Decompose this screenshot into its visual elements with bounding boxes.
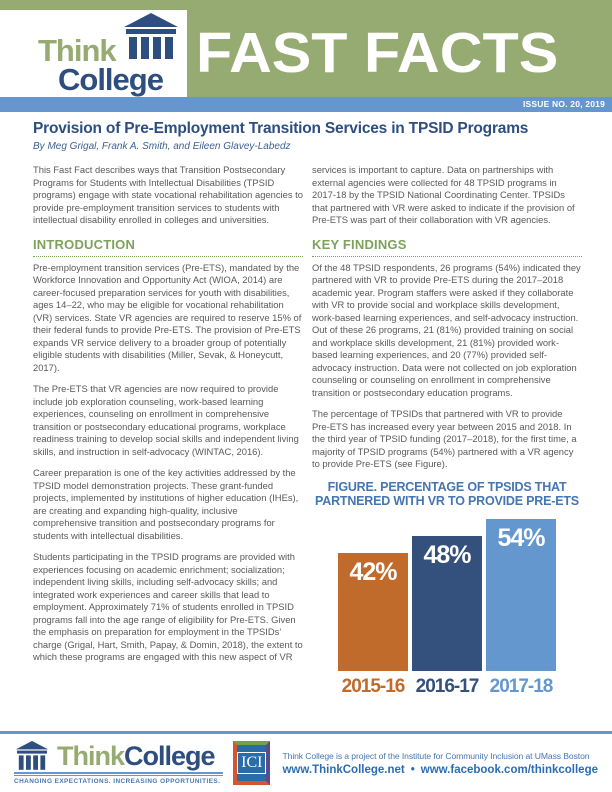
issue-label: ISSUE NO. 20, 2019 bbox=[522, 99, 605, 109]
ici-logo-text: ICI bbox=[237, 752, 267, 774]
thinkcollege-link[interactable]: www.ThinkCollege.net bbox=[282, 763, 405, 776]
chart-bar-value-label: 42% bbox=[349, 557, 397, 586]
banner-title: FAST FACTS bbox=[196, 21, 559, 85]
figure-title: FIGURE. PERCENTAGE OF TPSIDS THAT PARTNE… bbox=[315, 479, 579, 509]
footer-links: www.ThinkCollege.net • www.facebook.com/th… bbox=[282, 764, 598, 776]
footer: ThinkCollege CHANGING EXPECTATIONS. INCR… bbox=[0, 731, 612, 792]
logo-college-text: College bbox=[58, 61, 164, 97]
right-column: services is important to capture. Data o… bbox=[312, 164, 582, 699]
footer-think-college-logo: ThinkCollege CHANGING EXPECTATIONS. INCR… bbox=[14, 741, 224, 785]
footer-credit: Think College is a project of the Instit… bbox=[282, 750, 590, 761]
ici-logo: ICI bbox=[233, 741, 271, 785]
facebook-link[interactable]: www.facebook.com/thinkcollege bbox=[420, 763, 598, 776]
figure: FIGURE. PERCENTAGE OF TPSIDS THAT PARTNE… bbox=[312, 480, 582, 699]
issue-bar: ISSUE NO. 20, 2019 bbox=[0, 97, 612, 112]
key-findings-paragraph: Of the 48 TPSID respondents, 26 programs… bbox=[312, 261, 581, 398]
introduction-heading: INTRODUCTION bbox=[33, 236, 303, 257]
page-title: Provision of Pre-Employment Transition S… bbox=[33, 120, 529, 137]
introduction-paragraph: Pre-employment transition services (Pre-… bbox=[33, 261, 302, 373]
figure-bars: 42% 48% 54% bbox=[312, 518, 582, 671]
chart-category-label: 2017-18 bbox=[489, 675, 554, 697]
lede-paragraph: This Fast Fact describes ways that Trans… bbox=[33, 164, 303, 225]
temple-icon bbox=[122, 12, 180, 65]
continuation-paragraph: services is important to capture. Data o… bbox=[312, 164, 575, 225]
chart-category-label: 2015-16 bbox=[341, 675, 406, 697]
temple-icon bbox=[14, 741, 50, 771]
introduction-paragraph: Career preparation is one of the key act… bbox=[33, 467, 299, 541]
footer-text: Think College is a project of the Instit… bbox=[282, 751, 598, 776]
think-college-logo: Think College bbox=[0, 10, 187, 97]
footer-logo-rules bbox=[14, 772, 224, 776]
footer-tagline: CHANGING EXPECTATIONS. INCREASING OPPORT… bbox=[14, 778, 221, 785]
key-findings-heading: KEY FINDINGS bbox=[312, 236, 582, 257]
introduction-paragraph: Students participating in the TPSID prog… bbox=[33, 551, 303, 663]
introduction-paragraph: The Pre-ETS that VR agencies are now req… bbox=[33, 383, 299, 457]
article-content: Provision of Pre-Employment Transition S… bbox=[0, 112, 612, 699]
chart-bar-value-label: 48% bbox=[423, 540, 471, 569]
footer-wordmark: ThinkCollege bbox=[57, 741, 216, 771]
chart-bar: 54% bbox=[486, 518, 556, 671]
left-column: This Fast Fact describes ways that Trans… bbox=[33, 164, 303, 699]
figure-category-labels: 2015-16 2016-17 2017-18 bbox=[312, 674, 582, 699]
link-separator: • bbox=[410, 763, 415, 776]
byline: By Meg Grigal, Frank A. Smith, and Eilee… bbox=[33, 141, 291, 152]
chart-bar: 48% bbox=[412, 535, 482, 671]
chart-bar-value-label: 54% bbox=[497, 523, 545, 552]
chart-bar: 42% bbox=[338, 552, 408, 671]
logo-think-text: Think bbox=[38, 32, 117, 68]
key-findings-paragraph: The percentage of TPSIDs that partnered … bbox=[312, 408, 577, 470]
chart-category-label: 2016-17 bbox=[415, 675, 480, 697]
